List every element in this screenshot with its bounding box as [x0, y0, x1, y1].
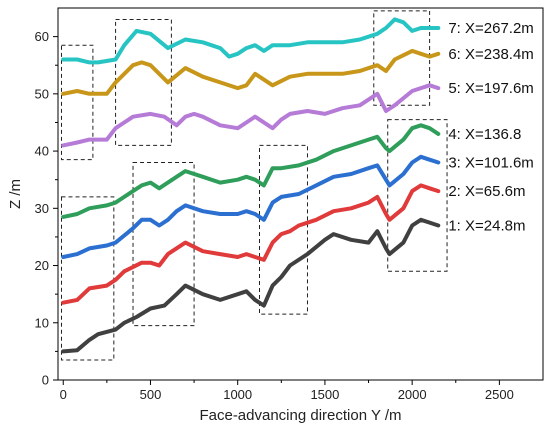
- annotation-box: [60, 196, 115, 361]
- series-label: 6: X=238.4m: [448, 46, 533, 63]
- x-tick-label: 500: [140, 387, 162, 402]
- annotation-box: [373, 10, 431, 106]
- series-line: [61, 183, 441, 305]
- series-line: [61, 17, 441, 65]
- x-tick-label: 1000: [223, 387, 252, 402]
- x-tick-label: 2000: [398, 387, 427, 402]
- y-tick-label: 50: [35, 86, 49, 101]
- y-tick-label: 20: [35, 258, 49, 273]
- y-tick-label: 40: [35, 144, 49, 159]
- series-label: 5: X=197.6m: [448, 80, 533, 97]
- series-layer: [61, 17, 441, 354]
- x-tick-label: 2500: [485, 387, 514, 402]
- annotation-box: [115, 18, 172, 146]
- y-tick-label: 0: [42, 373, 49, 388]
- legend-layer: 1: X=24.8m 2: X=65.6m 3: X=101.6m 4: X=136.…: [448, 20, 533, 234]
- series-line: [61, 83, 441, 148]
- annotation-box-layer: [60, 10, 448, 361]
- series-label: 3: X=101.6m: [448, 155, 533, 172]
- series-line: [61, 123, 441, 219]
- y-tick-label: 60: [35, 29, 49, 44]
- plot-frame: [57, 7, 544, 381]
- ticks-layer: 0 500 1000 1500 2000 2500 0 10 20 30 40 50 60: [35, 29, 514, 402]
- y-tick-label: 30: [35, 201, 49, 216]
- series-line: [61, 154, 441, 259]
- series-label: 7: X=267.2m: [448, 20, 533, 37]
- x-tick-label: 1500: [310, 387, 339, 402]
- y-tick-label: 10: [35, 315, 49, 330]
- series-label: 2: X=65.6m: [448, 183, 525, 200]
- series-label: 1: X=24.8m: [448, 217, 525, 234]
- x-axis-title: Face-advancing direction Y /m: [199, 407, 401, 424]
- annotation-box: [259, 144, 308, 315]
- series-line: [61, 217, 441, 354]
- y-axis-title: Z /m: [7, 179, 24, 209]
- series-line: [61, 48, 441, 96]
- x-tick-label: 0: [60, 387, 67, 402]
- annotation-box: [387, 119, 448, 272]
- annotation-box: [132, 162, 195, 327]
- series-label: 4: X=136.8: [448, 126, 521, 143]
- axes-layer: [57, 7, 544, 381]
- annotation-box: [60, 44, 94, 161]
